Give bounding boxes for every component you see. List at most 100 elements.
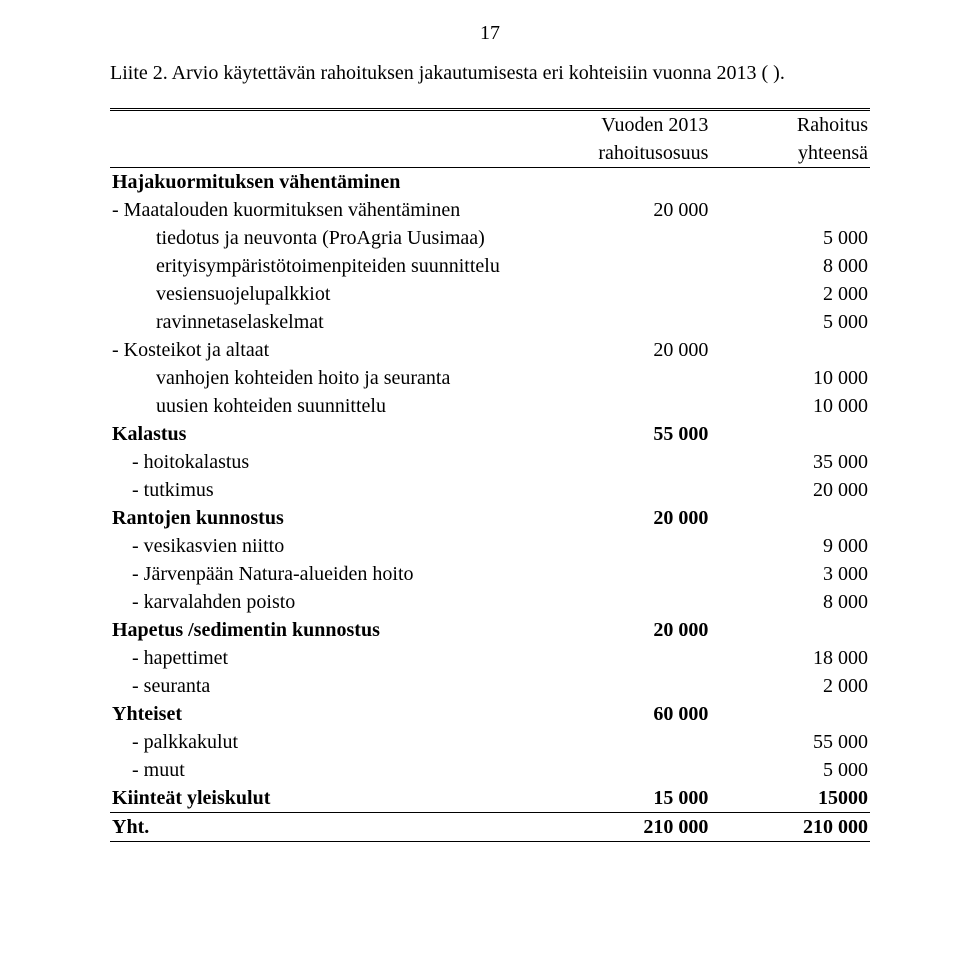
table-row: Kiinteät yleiskulut15 00015000 xyxy=(110,784,870,813)
table-row: - palkkakulut 55 000 xyxy=(110,728,870,756)
row-label: - tutkimus xyxy=(110,476,551,504)
row-value-2: 2 000 xyxy=(710,672,870,700)
row-value-2: 9 000 xyxy=(710,532,870,560)
table-row: - Maatalouden kuormituksen vähentäminen2… xyxy=(110,196,870,224)
figure-caption: Liite 2. Arvio käytettävän rahoituksen j… xyxy=(110,60,870,86)
total-label: Yht. xyxy=(110,813,551,842)
table-row: ravinnetaselaskelmat 5 000 xyxy=(110,308,870,336)
row-value-1 xyxy=(551,728,711,756)
row-value-2 xyxy=(710,616,870,644)
total-value-2: 210 000 xyxy=(710,813,870,842)
row-label: vanhojen kohteiden hoito ja seuranta xyxy=(110,364,551,392)
row-value-1: 60 000 xyxy=(551,700,711,728)
row-value-2: 18 000 xyxy=(710,644,870,672)
row-label: Hajakuormituksen vähentäminen xyxy=(110,168,551,197)
financing-table: Vuoden 2013 Rahoitus rahoitusosuus yhtee… xyxy=(110,108,870,842)
row-label: - Maatalouden kuormituksen vähentäminen xyxy=(110,196,551,224)
row-value-1 xyxy=(551,672,711,700)
row-label: - Järvenpään Natura-alueiden hoito xyxy=(110,560,551,588)
row-value-2: 2 000 xyxy=(710,280,870,308)
closing-rule-cell xyxy=(110,842,870,843)
header-col2-line2: yhteensä xyxy=(710,139,870,168)
row-value-1 xyxy=(551,756,711,784)
row-value-2 xyxy=(710,168,870,197)
row-value-2: 55 000 xyxy=(710,728,870,756)
table-closing-rule xyxy=(110,842,870,843)
table-row: vanhojen kohteiden hoito ja seuranta 10 0… xyxy=(110,364,870,392)
row-value-2: 20 000 xyxy=(710,476,870,504)
row-value-1 xyxy=(551,224,711,252)
table-row: - hapettimet 18 000 xyxy=(110,644,870,672)
row-value-2: 5 000 xyxy=(710,756,870,784)
table-row: Hapetus /sedimentin kunnostus20 000 xyxy=(110,616,870,644)
row-value-1: 20 000 xyxy=(551,196,711,224)
row-value-1 xyxy=(551,308,711,336)
row-label: erityisympäristötoimenpiteiden suunnitte… xyxy=(110,252,551,280)
row-label: - palkkakulut xyxy=(110,728,551,756)
row-label: ravinnetaselaskelmat xyxy=(110,308,551,336)
row-value-2: 10 000 xyxy=(710,364,870,392)
row-value-2: 5 000 xyxy=(710,224,870,252)
table-row: - Järvenpään Natura-alueiden hoito 3 000 xyxy=(110,560,870,588)
header-blank xyxy=(110,110,551,140)
row-label: uusien kohteiden suunnittelu xyxy=(110,392,551,420)
row-value-2: 10 000 xyxy=(710,392,870,420)
table-row: uusien kohteiden suunnittelu 10 000 xyxy=(110,392,870,420)
row-value-2 xyxy=(710,700,870,728)
header-blank2 xyxy=(110,139,551,168)
row-label: - Kosteikot ja altaat xyxy=(110,336,551,364)
row-value-1 xyxy=(551,280,711,308)
table-row: tiedotus ja neuvonta (ProAgria Uusimaa) 5… xyxy=(110,224,870,252)
row-value-2 xyxy=(710,336,870,364)
table-row: - vesikasvien niitto 9 000 xyxy=(110,532,870,560)
row-value-1 xyxy=(551,560,711,588)
row-value-1 xyxy=(551,392,711,420)
table-row: erityisympäristötoimenpiteiden suunnitte… xyxy=(110,252,870,280)
row-label: - vesikasvien niitto xyxy=(110,532,551,560)
row-value-2: 8 000 xyxy=(710,588,870,616)
row-label: - hapettimet xyxy=(110,644,551,672)
table-row: - seuranta2 000 xyxy=(110,672,870,700)
row-label: Kalastus xyxy=(110,420,551,448)
row-value-1: 55 000 xyxy=(551,420,711,448)
row-value-1: 20 000 xyxy=(551,616,711,644)
row-label: Hapetus /sedimentin kunnostus xyxy=(110,616,551,644)
table-row: Yhteiset60 000 xyxy=(110,700,870,728)
row-value-1 xyxy=(551,532,711,560)
row-value-2: 8 000 xyxy=(710,252,870,280)
table-row: - muut5 000 xyxy=(110,756,870,784)
row-value-1: 20 000 xyxy=(551,504,711,532)
header-col2-line1: Rahoitus xyxy=(710,110,870,140)
row-value-1: 20 000 xyxy=(551,336,711,364)
table-row: - Kosteikot ja altaat20 000 xyxy=(110,336,870,364)
row-value-1 xyxy=(551,448,711,476)
document-page: 17 Liite 2. Arvio käytettävän rahoitukse… xyxy=(0,0,960,960)
header-col1-line2: rahoitusosuus xyxy=(551,139,711,168)
row-value-1 xyxy=(551,168,711,197)
table-total-row: Yht.210 000210 000 xyxy=(110,813,870,842)
row-label: tiedotus ja neuvonta (ProAgria Uusimaa) xyxy=(110,224,551,252)
row-label: - hoitokalastus xyxy=(110,448,551,476)
row-value-2: 15000 xyxy=(710,784,870,813)
row-value-2 xyxy=(710,504,870,532)
row-value-1 xyxy=(551,476,711,504)
row-label: Rantojen kunnostus xyxy=(110,504,551,532)
table-row: - karvalahden poisto 8 000 xyxy=(110,588,870,616)
row-label: - karvalahden poisto xyxy=(110,588,551,616)
table-row: - tutkimus 20 000 xyxy=(110,476,870,504)
row-value-1 xyxy=(551,252,711,280)
row-value-2 xyxy=(710,420,870,448)
table-row: Rantojen kunnostus20 000 xyxy=(110,504,870,532)
total-value-1: 210 000 xyxy=(551,813,711,842)
row-value-1 xyxy=(551,364,711,392)
table-row: Kalastus55 000 xyxy=(110,420,870,448)
page-number: 17 xyxy=(110,20,870,46)
table-header-row: Vuoden 2013 Rahoitus xyxy=(110,110,870,140)
row-value-1: 15 000 xyxy=(551,784,711,813)
row-value-2: 5 000 xyxy=(710,308,870,336)
row-label: Kiinteät yleiskulut xyxy=(110,784,551,813)
row-value-2: 3 000 xyxy=(710,560,870,588)
header-col1-line1: Vuoden 2013 xyxy=(551,110,711,140)
row-label: vesiensuojelupalkkiot xyxy=(110,280,551,308)
table-row: Hajakuormituksen vähentäminen xyxy=(110,168,870,197)
